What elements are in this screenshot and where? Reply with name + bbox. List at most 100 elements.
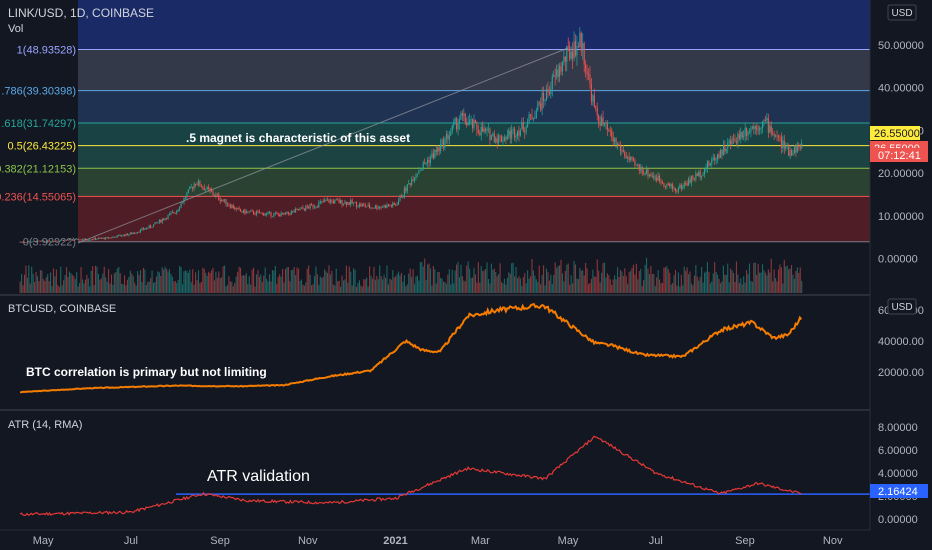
volume-bar	[560, 259, 562, 293]
candle-body	[490, 135, 492, 141]
volume-bar	[284, 269, 287, 293]
candle-body	[383, 205, 385, 207]
candle-body	[126, 233, 128, 236]
candle-body	[331, 200, 333, 202]
candle-body	[171, 212, 173, 213]
candle-body	[705, 168, 707, 170]
candle-body	[226, 204, 229, 206]
volume-bar	[790, 264, 793, 293]
candle-body	[393, 203, 395, 205]
candle-body	[70, 239, 72, 240]
volume-bar	[119, 273, 121, 293]
candle-body	[577, 46, 579, 48]
volume-bar	[250, 284, 252, 293]
candle-body	[680, 184, 682, 189]
volume-bar	[99, 279, 101, 293]
volume-bar	[577, 279, 579, 293]
candle-body	[273, 213, 275, 217]
volume-bar	[454, 270, 456, 293]
fib-label: 0.236(14.55065)	[0, 191, 76, 203]
volume-bar	[725, 274, 727, 293]
volume-bar	[396, 274, 398, 293]
candle-body	[100, 238, 102, 239]
volume-bar	[712, 273, 714, 293]
volume-bar	[556, 267, 558, 293]
candle-body	[176, 210, 178, 214]
price-axis[interactable]	[870, 0, 932, 530]
candle-body	[144, 229, 146, 230]
candle-body	[300, 207, 302, 209]
candle-body	[302, 207, 304, 209]
volume-bar	[277, 276, 279, 293]
candle-body	[576, 46, 578, 56]
candle-body	[290, 211, 292, 215]
candle-body	[589, 74, 591, 85]
volume-bar	[63, 280, 65, 293]
candle-body	[538, 102, 540, 104]
volume-bar	[466, 265, 468, 293]
candle-body	[495, 138, 497, 143]
candle-body	[603, 124, 606, 126]
volume-bar	[764, 272, 766, 293]
volume-bar	[667, 269, 669, 293]
candle-body	[342, 203, 345, 205]
volume-bar	[52, 268, 55, 293]
candle-body	[498, 135, 500, 143]
fib-label: 0(3.92922)	[23, 237, 76, 249]
volume-bar	[534, 275, 536, 293]
candle-body	[764, 119, 766, 121]
volume-bar	[180, 266, 182, 293]
fibonacci-trendline[interactable]	[77, 47, 569, 244]
volume-bar	[706, 262, 708, 293]
volume-bar	[245, 273, 247, 293]
volume-bar	[215, 271, 217, 293]
candle-body	[711, 159, 713, 164]
volume-bar	[686, 267, 688, 293]
candle-body	[759, 128, 761, 131]
volume-bar	[28, 265, 30, 293]
candle-body	[493, 133, 495, 143]
volume-bar	[270, 281, 272, 293]
candle-body	[541, 92, 543, 110]
volume-bar	[326, 272, 329, 293]
fib-zone	[78, 196, 870, 242]
volume-bar	[290, 269, 292, 293]
volume-bar	[73, 275, 75, 293]
fib-label: 0.5(26.43225)	[8, 141, 77, 153]
candle-body	[540, 103, 542, 110]
time-tick: Nov	[823, 535, 843, 547]
candle-body	[216, 194, 218, 196]
candle-body	[155, 222, 157, 224]
fib-price-badge-text: 26.55000	[874, 128, 920, 140]
volume-bar	[473, 267, 475, 293]
volume-bar	[94, 265, 97, 293]
currency-badge[interactable]	[887, 4, 917, 21]
candle-body	[219, 199, 221, 202]
volume-bar	[515, 266, 517, 293]
candle-body	[556, 69, 558, 77]
volume-bar	[637, 279, 639, 293]
volume-bar	[26, 277, 28, 293]
time-tick: Sep	[210, 535, 230, 547]
volume-bar	[717, 274, 719, 293]
volume-bar	[506, 277, 508, 293]
candle-body	[206, 186, 208, 190]
volume-bar	[128, 276, 130, 293]
candle-body	[647, 168, 649, 177]
candle-body	[786, 145, 788, 147]
candle-body	[97, 238, 99, 239]
candle-body	[780, 137, 782, 149]
candle-body	[187, 189, 189, 194]
time-axis[interactable]: May Jul Sep Nov 2021 Mar May Jul Sep Nov	[33, 535, 843, 547]
btc-currency-badge[interactable]	[887, 298, 917, 315]
volume-bar	[398, 271, 400, 293]
volume-bar	[406, 284, 408, 293]
candle-body	[529, 114, 532, 116]
volume-bar	[641, 286, 643, 293]
candle-body	[743, 135, 745, 138]
candle-body	[643, 173, 645, 175]
volume-bar	[770, 258, 772, 293]
volume-bar	[766, 275, 768, 293]
volume-bar	[757, 263, 759, 293]
